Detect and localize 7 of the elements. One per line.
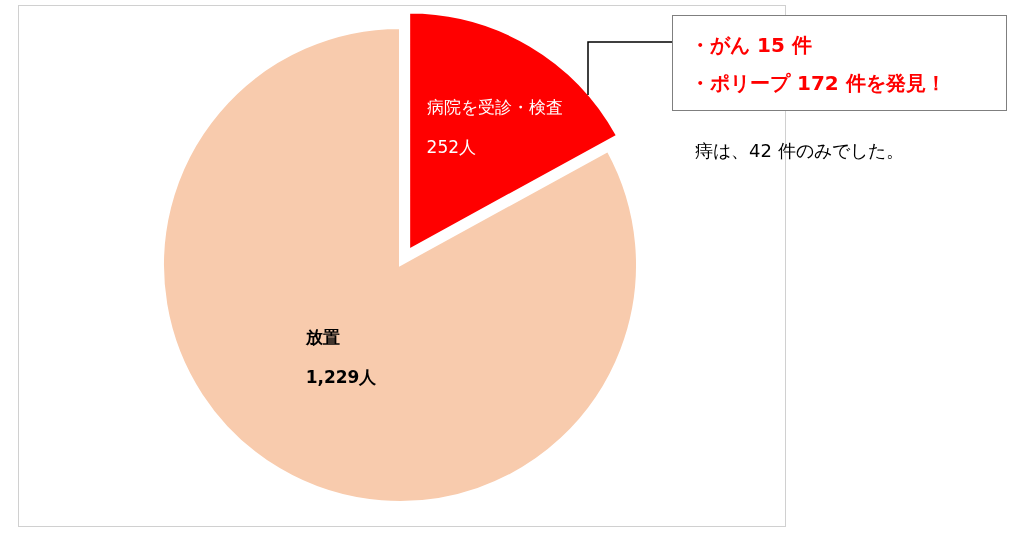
data-label: 252人 — [426, 137, 477, 158]
text: ・がん 15 件 — [690, 33, 812, 57]
data-label: 1,229人 — [305, 366, 378, 387]
text: ・ポリープ 172 件を発見！ — [690, 71, 946, 95]
slice-label: 病院を受診・検査 — [426, 97, 563, 118]
text: 痔は、42 件のみでした。 — [695, 140, 904, 161]
slice-label: 放置 — [304, 326, 340, 347]
